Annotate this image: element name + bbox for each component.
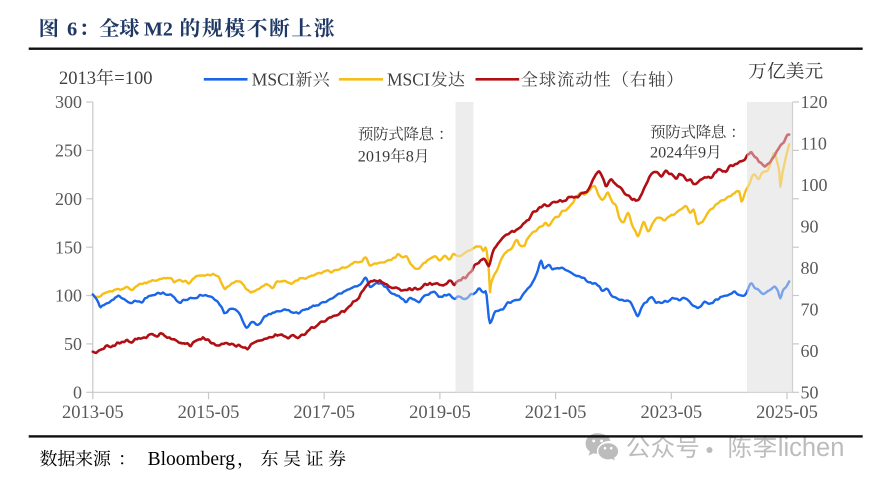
svg-text:=100: =100: [114, 69, 152, 89]
svg-text:2021-05: 2021-05: [525, 403, 587, 423]
svg-text:2015-05: 2015-05: [178, 403, 240, 423]
svg-text:90: 90: [801, 217, 819, 237]
svg-text:2024: 2024: [650, 144, 682, 162]
svg-text:MSCI: MSCI: [252, 70, 295, 90]
svg-text:M2: M2: [144, 19, 173, 41]
svg-text:2013-05: 2013-05: [62, 403, 124, 423]
svg-text:6: 6: [67, 19, 77, 41]
svg-text:70: 70: [801, 300, 819, 320]
svg-text:300: 300: [55, 92, 82, 112]
svg-text:50: 50: [801, 383, 819, 403]
svg-text:8: 8: [406, 148, 414, 166]
svg-text:100: 100: [801, 175, 828, 195]
svg-text:9: 9: [698, 144, 706, 162]
svg-text:250: 250: [55, 141, 82, 161]
svg-text:Bloomberg: Bloomberg: [148, 449, 236, 470]
svg-text:200: 200: [55, 189, 82, 209]
svg-text:60: 60: [801, 341, 819, 361]
svg-text:120: 120: [801, 92, 828, 112]
svg-text:0: 0: [73, 383, 82, 403]
svg-text:2023-05: 2023-05: [640, 403, 702, 423]
svg-text:2025-05: 2025-05: [756, 403, 818, 423]
svg-text:80: 80: [801, 258, 819, 278]
svg-text:150: 150: [55, 237, 82, 257]
svg-text:110: 110: [801, 134, 827, 154]
svg-text:2019-05: 2019-05: [409, 403, 471, 423]
svg-text:50: 50: [64, 334, 82, 354]
svg-text:2019: 2019: [358, 148, 390, 166]
svg-text:2013: 2013: [59, 69, 96, 89]
svg-text:lichen: lichen: [778, 434, 845, 462]
svg-text:100: 100: [55, 286, 82, 306]
svg-text:MSCI: MSCI: [387, 70, 430, 90]
svg-text:2017-05: 2017-05: [293, 403, 355, 423]
